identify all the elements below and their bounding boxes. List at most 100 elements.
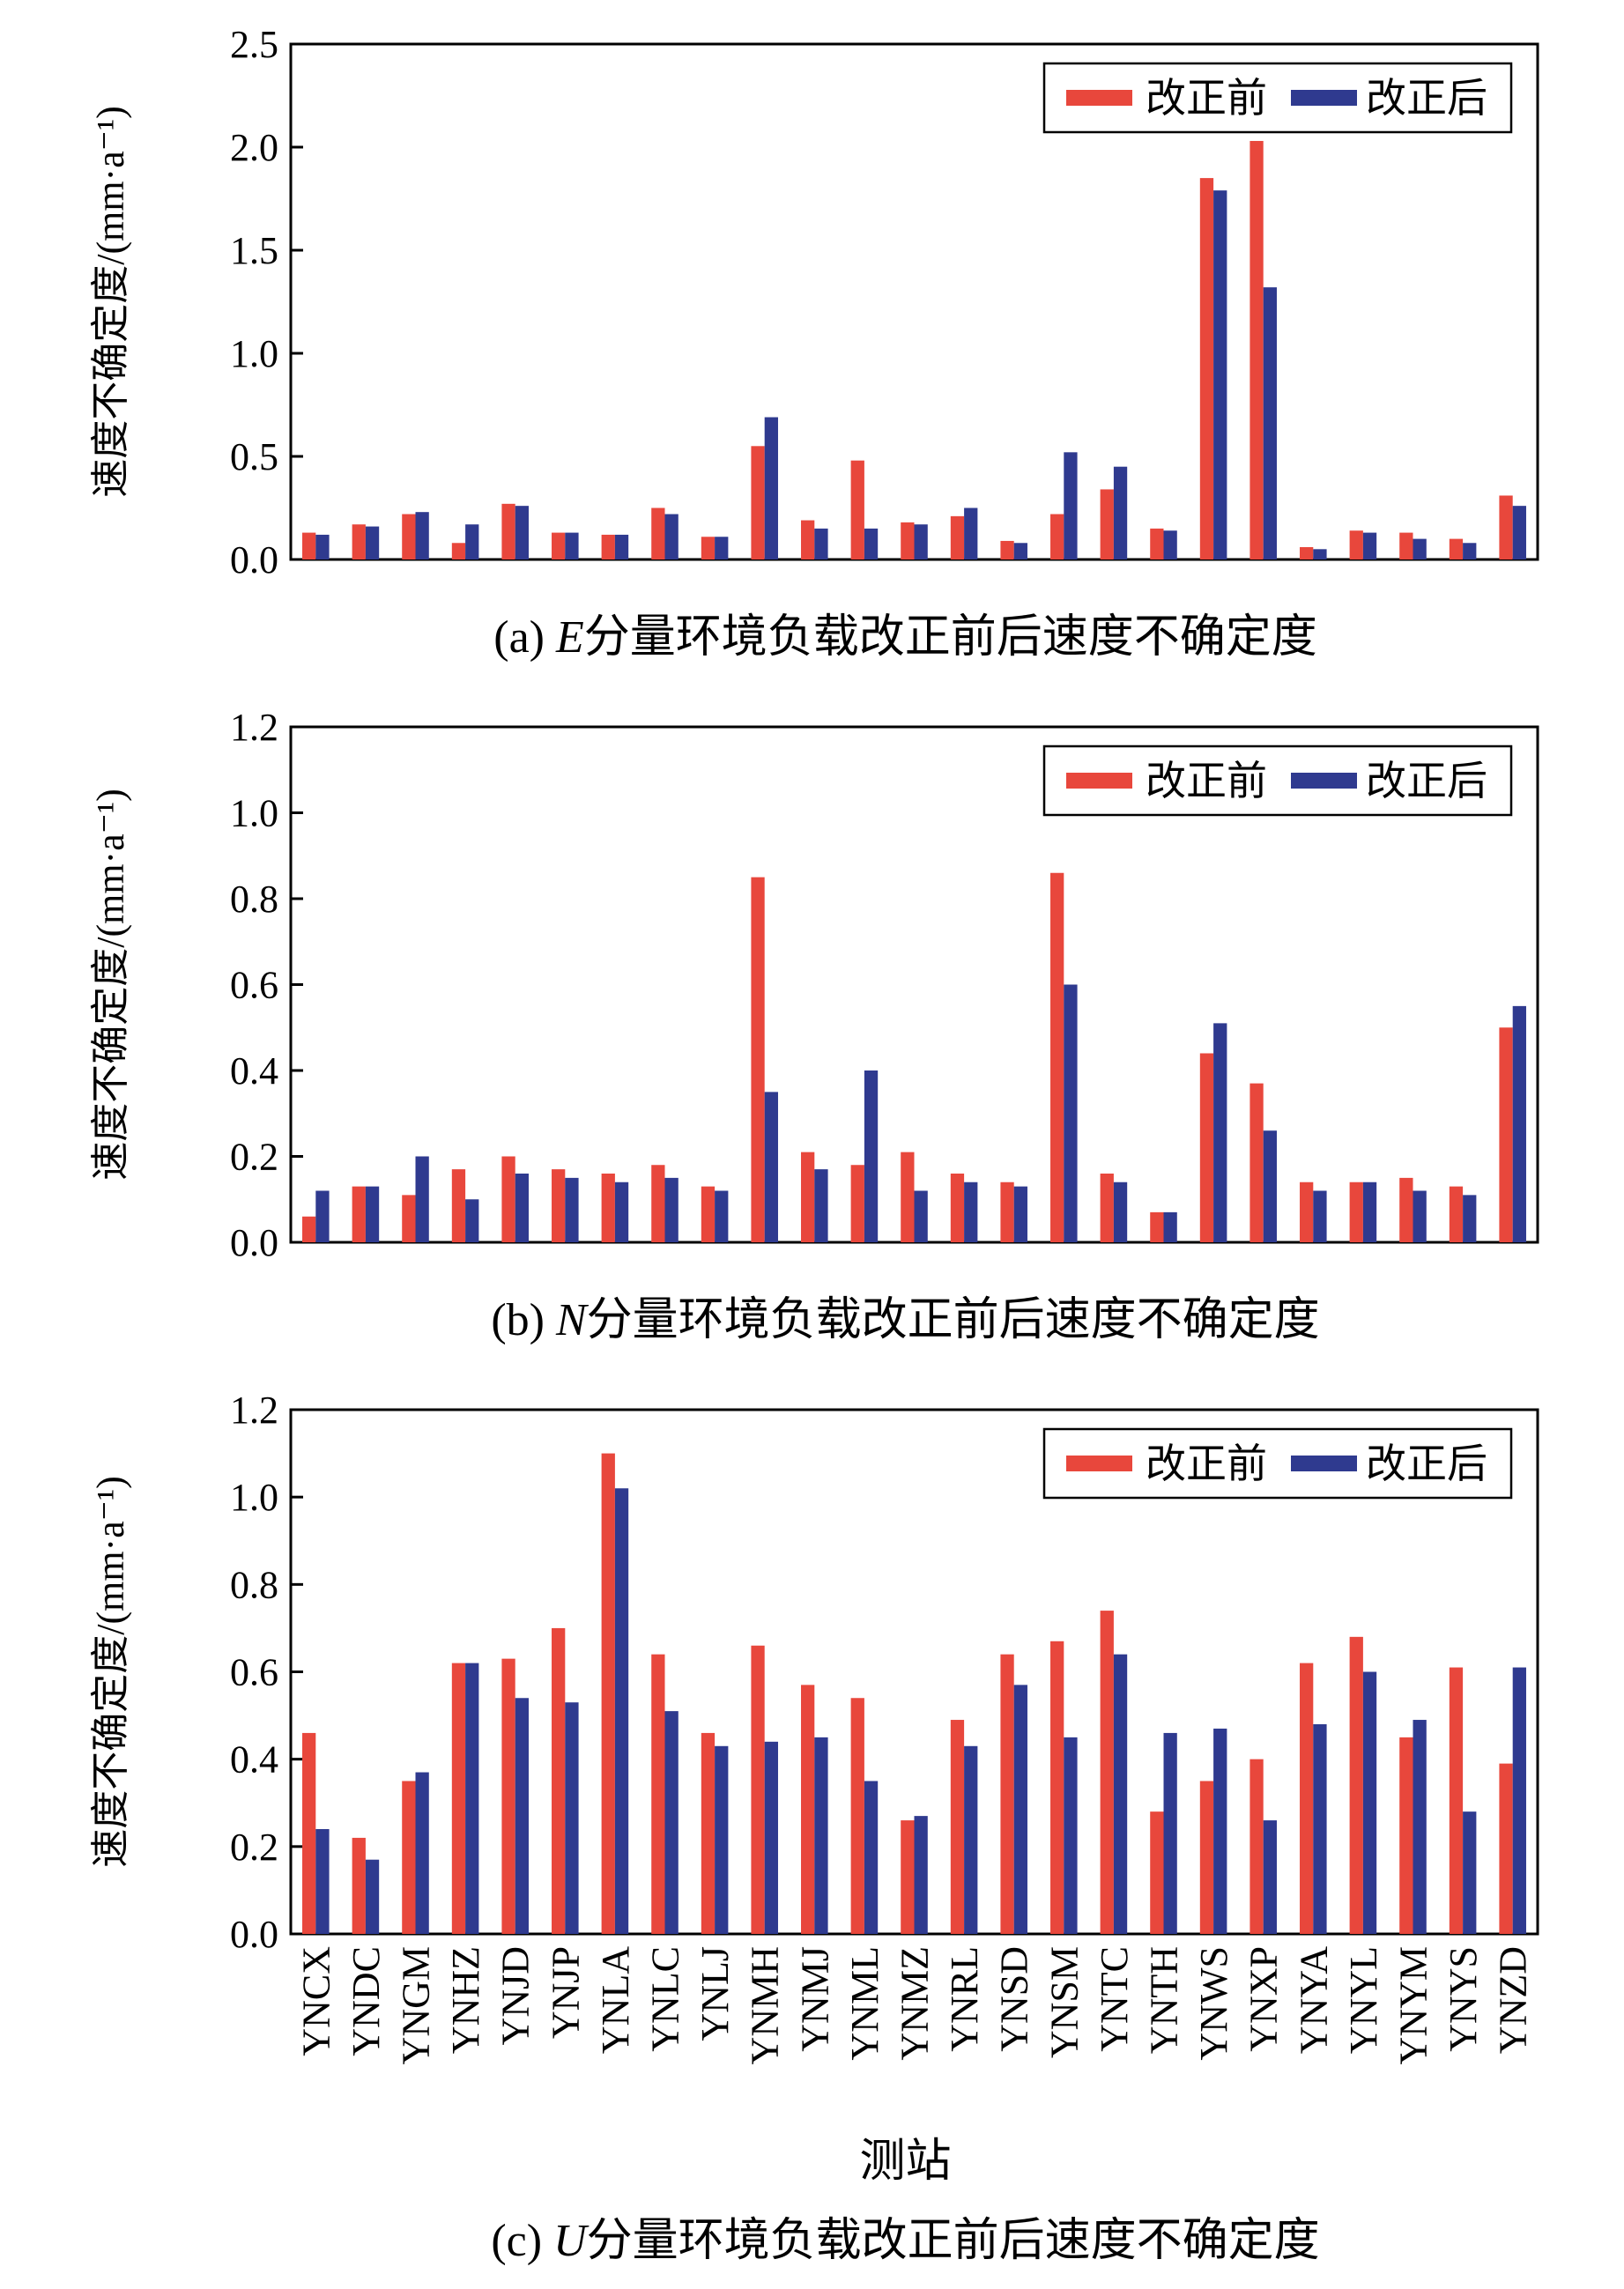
bar-before-ynmj xyxy=(801,1152,815,1242)
bar-after-ynsd xyxy=(1013,1186,1027,1242)
x-tick-label: YNHZ xyxy=(444,1946,487,2054)
bar-before-ynsm xyxy=(1050,872,1064,1242)
caption-text: 分量环境负载改正前后速度不确定度 xyxy=(587,2216,1320,2266)
bar-before-ynzd xyxy=(1499,1763,1513,1934)
bar-after-ynhz xyxy=(465,1663,479,1934)
panel-n-component: 0.00.20.40.60.81.01.2速度不确定度/(mm·a⁻¹)改正前改… xyxy=(89,706,1539,1345)
bar-before-yngm xyxy=(402,1781,416,1934)
panel-caption: (b) N分量环境负载改正前后速度不确定度 xyxy=(491,1295,1319,1345)
bar-after-ynml xyxy=(864,1781,879,1934)
bar-before-ynlj xyxy=(701,1186,716,1242)
y-tick-label: 1.0 xyxy=(230,1476,278,1519)
bar-after-ynla xyxy=(614,1488,629,1934)
y-axis-label: 速度不确定度/(mm·a⁻¹) xyxy=(89,789,132,1181)
y-axis-label: 速度不确定度/(mm·a⁻¹) xyxy=(89,1476,132,1868)
bar-before-ynlc xyxy=(651,507,665,559)
bar-before-ynlj xyxy=(701,537,716,559)
bar-after-ynrl xyxy=(964,1182,978,1242)
bar-before-yndc xyxy=(352,1837,366,1934)
x-tick-label: YNDC xyxy=(345,1946,388,2056)
y-tick-label: 1.2 xyxy=(230,706,278,749)
y-tick-label: 1.0 xyxy=(230,792,278,835)
bar-before-ynhz xyxy=(451,1169,466,1242)
x-tick-label: YNTH xyxy=(1143,1946,1186,2054)
caption-prefix: (c) xyxy=(491,2216,553,2266)
bar-before-ynym xyxy=(1399,1737,1413,1934)
bar-before-ynys xyxy=(1449,1186,1464,1242)
y-tick-label: 2.0 xyxy=(230,126,278,169)
bar-before-ynhz xyxy=(451,543,466,559)
bar-after-ynjd xyxy=(515,1698,529,1934)
x-tick-label: YNSM xyxy=(1042,1946,1086,2058)
x-tick-label: YNXP xyxy=(1242,1946,1286,2052)
bar-after-ynjp xyxy=(565,1702,579,1934)
bar-before-yngm xyxy=(402,1195,416,1242)
x-tick-label: YNGM xyxy=(395,1946,438,2064)
caption-component: E xyxy=(555,612,584,663)
bar-after-ynxp xyxy=(1263,287,1277,559)
legend-swatch-before xyxy=(1066,90,1132,106)
caption-text: 分量环境负载改正前后速度不确定度 xyxy=(584,612,1317,663)
bar-after-ynjp xyxy=(565,1177,579,1242)
bar-before-ynys xyxy=(1449,538,1464,559)
bar-after-yncx xyxy=(315,1190,330,1242)
legend-label-before: 改正前 xyxy=(1146,76,1267,121)
bar-after-ynmz xyxy=(914,1816,928,1934)
x-tick-label: YNML xyxy=(843,1946,886,2061)
bar-after-ynmj xyxy=(814,1169,828,1242)
y-tick-label: 0.2 xyxy=(230,1136,278,1179)
bar-before-ynsd xyxy=(1000,540,1014,559)
x-tick-label: YNMH xyxy=(744,1946,787,2064)
bar-before-yntc xyxy=(1100,489,1114,559)
x-tick-label: YNYA xyxy=(1292,1946,1335,2054)
bar-after-yncx xyxy=(315,1829,330,1934)
bar-before-ynya xyxy=(1300,1182,1314,1242)
bar-before-ynxp xyxy=(1250,1759,1264,1934)
bar-after-ynth xyxy=(1163,1211,1177,1242)
y-tick-label: 0.8 xyxy=(230,1563,278,1606)
bar-after-ynya xyxy=(1313,1190,1327,1242)
bar-after-ynxp xyxy=(1263,1820,1277,1934)
y-tick-label: 1.5 xyxy=(230,229,278,272)
bar-before-yngm xyxy=(402,514,416,559)
x-tick-label: YNYM xyxy=(1392,1946,1435,2064)
legend-swatch-after xyxy=(1291,1456,1357,1471)
caption-component: N xyxy=(555,1295,590,1345)
x-tick-label: YNSD xyxy=(993,1946,1036,2052)
x-tick-label: YNLJ xyxy=(693,1946,737,2041)
bar-before-ynws xyxy=(1199,178,1214,559)
bar-after-ynla xyxy=(614,534,629,559)
bar-after-ynmj xyxy=(814,1737,828,1934)
bar-before-ynrl xyxy=(950,515,965,559)
bar-after-ynxp xyxy=(1263,1130,1277,1242)
bar-before-ynlc xyxy=(651,1654,665,1934)
bar-after-ynmh xyxy=(764,417,778,559)
bar-after-ynyl xyxy=(1362,1182,1377,1242)
bar-after-ynml xyxy=(864,1070,879,1242)
legend: 改正前 改正后 xyxy=(1042,62,1513,134)
x-tick-label: YNMJ xyxy=(793,1946,836,2052)
legend-swatch-before xyxy=(1066,773,1132,789)
bar-before-ynml xyxy=(850,1698,864,1934)
bar-after-ynml xyxy=(864,528,879,559)
bar-after-ynjd xyxy=(515,506,529,559)
bar-before-ynsd xyxy=(1000,1654,1014,1934)
y-tick-label: 0.0 xyxy=(230,1913,278,1956)
bar-after-ynym xyxy=(1413,1720,1427,1934)
legend-label-before: 改正前 xyxy=(1146,759,1267,804)
bar-after-ynjp xyxy=(565,532,579,559)
bar-after-ynlc xyxy=(664,514,679,559)
bar-before-ynmz xyxy=(901,1820,915,1934)
y-tick-label: 1.2 xyxy=(230,1389,278,1432)
bar-before-ynsd xyxy=(1000,1182,1014,1242)
bar-before-yncx xyxy=(302,1216,316,1242)
y-tick-label: 0.4 xyxy=(230,1049,278,1093)
caption-component: U xyxy=(553,2216,590,2266)
bar-after-ynsd xyxy=(1013,1685,1027,1934)
bar-before-ynym xyxy=(1399,532,1413,559)
legend-label-after: 改正后 xyxy=(1366,1441,1487,1486)
bar-before-yntc xyxy=(1100,1611,1114,1934)
y-tick-label: 0.0 xyxy=(230,538,278,582)
bar-before-ynyl xyxy=(1349,530,1363,559)
bar-before-yntc xyxy=(1100,1174,1114,1242)
